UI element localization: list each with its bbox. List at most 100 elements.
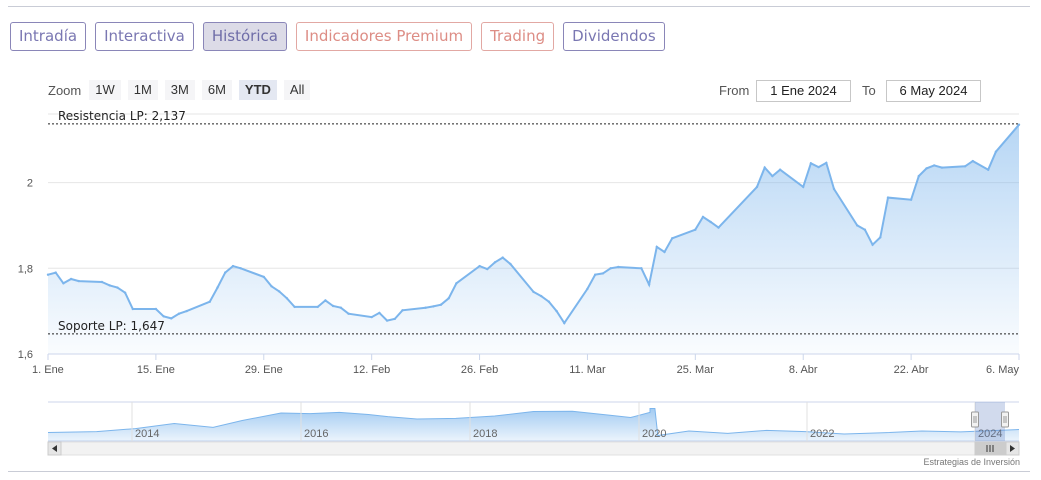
zoom-ytd-button[interactable]: YTD	[238, 80, 277, 100]
data-point	[285, 297, 289, 300]
zoom-label: Zoom	[48, 82, 82, 98]
navigator-year-label: 2014	[135, 428, 159, 440]
data-point	[540, 294, 543, 298]
data-point	[432, 305, 435, 308]
top-divider	[8, 6, 1030, 7]
data-point	[185, 309, 188, 313]
scroll-right-arrow-icon	[1010, 445, 1015, 452]
data-point	[940, 166, 944, 169]
tab-dividendos[interactable]: Dividendos	[563, 22, 665, 51]
data-point	[963, 165, 967, 168]
data-point	[987, 168, 990, 171]
data-point	[170, 317, 173, 320]
tab-intradia[interactable]: Intradía	[10, 22, 87, 51]
x-tick-label: 6. May	[986, 364, 1020, 376]
data-point	[77, 279, 81, 283]
data-point	[177, 312, 181, 315]
navigator-right-handle	[1001, 411, 1009, 428]
data-point	[509, 262, 512, 266]
tab-historica[interactable]: Histórica	[202, 22, 287, 51]
data-point	[663, 250, 666, 254]
data-point	[817, 165, 820, 169]
data-point	[755, 185, 759, 189]
data-point	[370, 315, 373, 319]
data-point	[378, 311, 381, 315]
data-point	[971, 159, 974, 163]
data-point	[455, 282, 458, 285]
y-axis-labels: 1,6 1,8 2	[18, 178, 33, 361]
data-point	[555, 309, 558, 313]
data-point	[347, 312, 350, 315]
y-tick-label: 1,8	[18, 263, 33, 275]
navigator-year-label: 2020	[642, 428, 666, 440]
data-point	[856, 224, 859, 227]
data-point	[563, 321, 566, 325]
data-point	[994, 150, 998, 153]
scrollbar-track	[47, 441, 1020, 456]
zoom-6m-button[interactable]: 6M	[201, 80, 232, 100]
data-point	[809, 162, 813, 165]
navigator-year-label: 2018	[473, 428, 497, 440]
zoom-all-button[interactable]: All	[283, 80, 311, 100]
data-point	[154, 307, 158, 311]
data-point	[339, 306, 342, 309]
navigator[interactable]: 2014 2016 2018 2020 2022 2024	[47, 401, 1020, 456]
navigator-area	[48, 408, 1019, 441]
data-point	[640, 267, 643, 270]
data-point	[224, 271, 227, 274]
data-point	[609, 267, 612, 270]
data-point	[108, 284, 111, 287]
data-point	[763, 166, 766, 169]
data-point	[694, 228, 697, 231]
zoom-3m-button[interactable]: 3M	[164, 80, 195, 100]
bottom-divider	[8, 471, 1030, 472]
data-point	[701, 215, 705, 219]
data-point	[216, 286, 219, 289]
tab-trading[interactable]: Trading	[481, 22, 555, 51]
support-label: Soporte LP: 1,647	[58, 319, 165, 333]
zoom-1w-button[interactable]: 1W	[89, 80, 121, 100]
data-point	[54, 271, 57, 274]
data-point	[886, 196, 890, 199]
data-point	[601, 272, 605, 275]
data-point	[393, 317, 396, 321]
data-point	[270, 285, 273, 288]
from-date-input[interactable]: 1 Ene 2024	[756, 80, 851, 102]
x-tick-label: 11. Mar	[569, 364, 606, 376]
data-point	[501, 256, 504, 259]
data-point	[594, 273, 597, 276]
x-tick-label: 22. Abr	[894, 364, 929, 376]
price-area	[48, 124, 1019, 354]
support-resistance-lines: Resistencia LP: 2,137 Soporte LP: 1,647	[48, 109, 1019, 335]
data-point	[778, 168, 782, 171]
data-point	[293, 305, 296, 309]
data-point	[439, 303, 443, 306]
data-point	[832, 187, 836, 191]
data-point	[486, 267, 489, 271]
view-tabs: Intradía Interactiva Histórica Indicador…	[10, 22, 665, 51]
data-point	[385, 319, 389, 322]
data-point	[162, 315, 165, 318]
data-point	[771, 174, 774, 178]
data-point	[617, 265, 620, 269]
x-tick-label: 25. Mar	[677, 364, 715, 376]
x-tick-label: 12. Feb	[353, 364, 390, 376]
tab-interactiva[interactable]: Interactiva	[95, 22, 194, 51]
data-point	[879, 236, 882, 239]
data-point	[262, 275, 265, 279]
x-tick-label: 26. Feb	[461, 364, 498, 376]
data-point	[208, 300, 211, 303]
navigator-year-label: 2016	[304, 428, 328, 440]
navigator-year-label: 2022	[810, 428, 834, 440]
zoom-1m-button[interactable]: 1M	[127, 80, 158, 100]
data-point	[925, 167, 928, 170]
data-point	[1017, 123, 1021, 126]
x-tick-label: 15. Ene	[137, 364, 175, 376]
data-point	[825, 161, 828, 165]
zoom-selector: Zoom 1W 1M 3M 6M YTD All	[48, 80, 317, 100]
from-label: From	[719, 83, 750, 98]
navigator-year-label: 2024	[978, 428, 1002, 440]
to-date-input[interactable]: 6 May 2024	[886, 80, 981, 102]
credit-text: Estrategias de Inversión	[923, 457, 1020, 467]
tab-indicadores-premium[interactable]: Indicadores Premium	[295, 22, 473, 51]
